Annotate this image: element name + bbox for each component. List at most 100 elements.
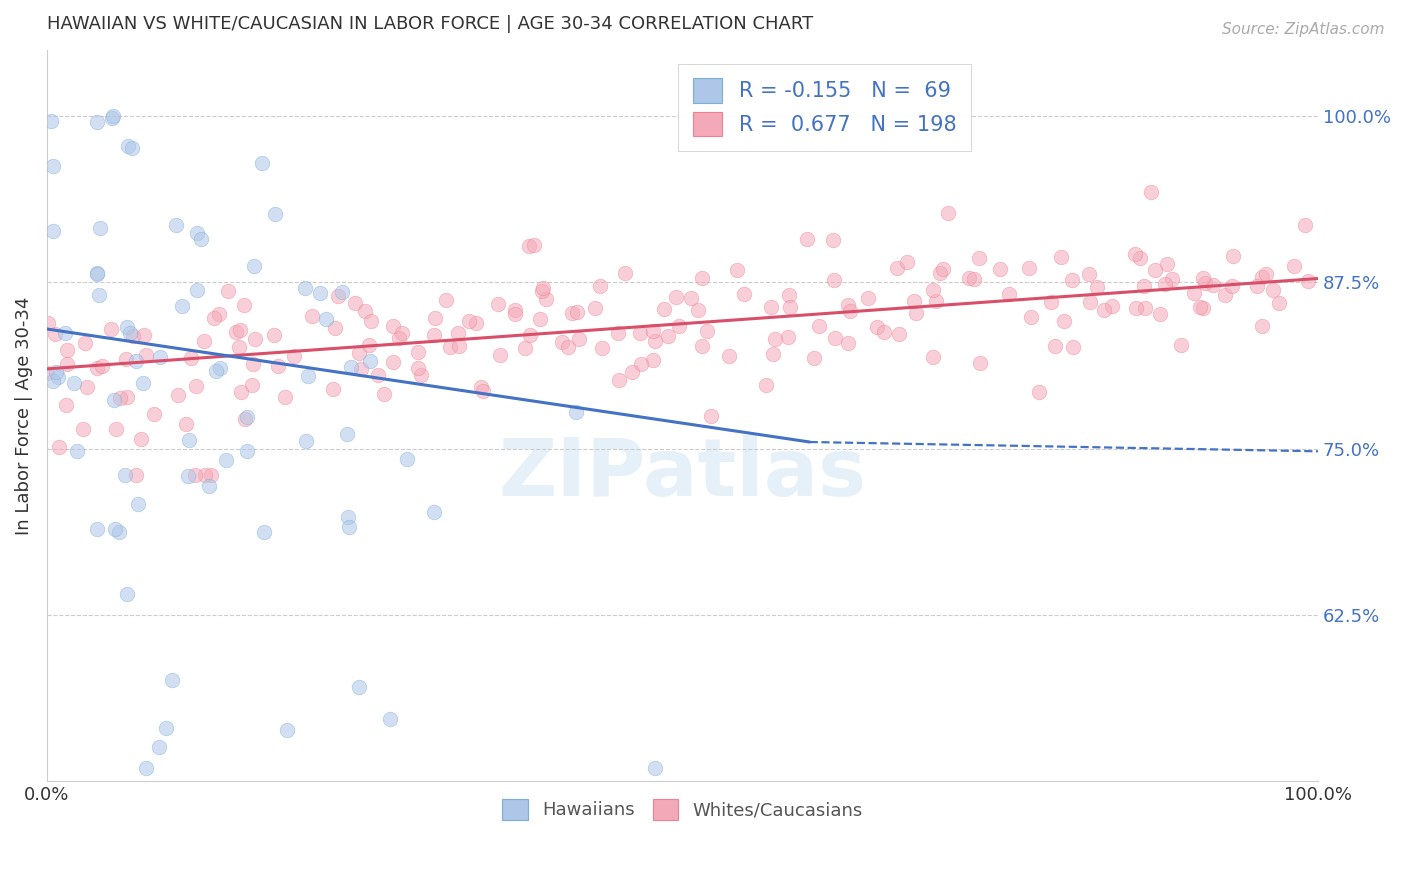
Point — [837, 335, 859, 350]
Point — [242, 357, 264, 371]
Point — [718, 349, 741, 363]
Point — [1060, 273, 1083, 287]
Point — [117, 139, 139, 153]
Point — [100, 322, 122, 336]
Point — [657, 328, 679, 343]
Point — [89, 288, 111, 302]
Point — [1153, 277, 1175, 291]
Point — [381, 355, 404, 369]
Point — [1222, 249, 1244, 263]
Point — [1294, 219, 1316, 233]
Point — [1161, 272, 1184, 286]
Point — [858, 291, 880, 305]
Point — [823, 273, 845, 287]
Point — [1263, 283, 1285, 297]
Point — [176, 417, 198, 431]
Point — [1140, 185, 1163, 199]
Point — [641, 352, 664, 367]
Point — [388, 331, 411, 345]
Point — [873, 325, 896, 339]
Point — [1192, 271, 1215, 285]
Point — [177, 433, 200, 447]
Point — [679, 291, 702, 305]
Point — [142, 407, 165, 421]
Point — [1184, 286, 1206, 301]
Point — [643, 325, 665, 339]
Point — [229, 323, 252, 337]
Point — [517, 238, 540, 252]
Point — [90, 359, 112, 374]
Point — [1077, 267, 1099, 281]
Point — [337, 520, 360, 534]
Point — [127, 498, 149, 512]
Point — [283, 349, 305, 363]
Point — [295, 434, 318, 448]
Point — [551, 334, 574, 349]
Point — [89, 220, 111, 235]
Point — [589, 278, 612, 293]
Point — [1220, 279, 1243, 293]
Point — [129, 432, 152, 446]
Point — [1132, 279, 1154, 293]
Point — [186, 283, 208, 297]
Point — [110, 391, 132, 405]
Point — [896, 255, 918, 269]
Point — [1043, 338, 1066, 352]
Point — [447, 339, 470, 353]
Point — [531, 281, 554, 295]
Point — [65, 444, 87, 458]
Point — [115, 390, 138, 404]
Point — [105, 422, 128, 436]
Point — [197, 478, 219, 492]
Point — [56, 343, 79, 357]
Point — [297, 368, 319, 383]
Point — [391, 326, 413, 340]
Point — [1078, 295, 1101, 310]
Point — [190, 232, 212, 246]
Point — [243, 259, 266, 273]
Point — [1254, 268, 1277, 282]
Point — [606, 326, 628, 341]
Point — [591, 341, 613, 355]
Point — [382, 319, 405, 334]
Point — [628, 326, 651, 340]
Point — [1101, 299, 1123, 313]
Point — [1018, 261, 1040, 276]
Point — [1250, 318, 1272, 333]
Point — [55, 357, 77, 371]
Point — [367, 368, 389, 382]
Point — [568, 332, 591, 346]
Point — [53, 326, 76, 340]
Point — [235, 444, 257, 458]
Point — [796, 232, 818, 246]
Point — [488, 297, 510, 311]
Point — [932, 262, 955, 277]
Point — [160, 673, 183, 687]
Point — [204, 364, 226, 378]
Point — [503, 307, 526, 321]
Point — [423, 328, 446, 343]
Point — [121, 141, 143, 155]
Point — [561, 306, 583, 320]
Point — [1298, 274, 1320, 288]
Point — [903, 294, 925, 309]
Point — [125, 468, 148, 483]
Point — [929, 266, 952, 280]
Point — [904, 306, 927, 320]
Point — [409, 368, 432, 383]
Point — [761, 300, 783, 314]
Point — [620, 365, 643, 379]
Point — [565, 405, 588, 419]
Point — [472, 384, 495, 398]
Point — [184, 468, 207, 483]
Point — [233, 298, 256, 312]
Point — [347, 346, 370, 360]
Point — [86, 267, 108, 281]
Point — [1191, 301, 1213, 316]
Point — [118, 326, 141, 340]
Point — [613, 266, 636, 280]
Point — [229, 385, 252, 400]
Point — [294, 281, 316, 295]
Point — [177, 468, 200, 483]
Point — [1094, 302, 1116, 317]
